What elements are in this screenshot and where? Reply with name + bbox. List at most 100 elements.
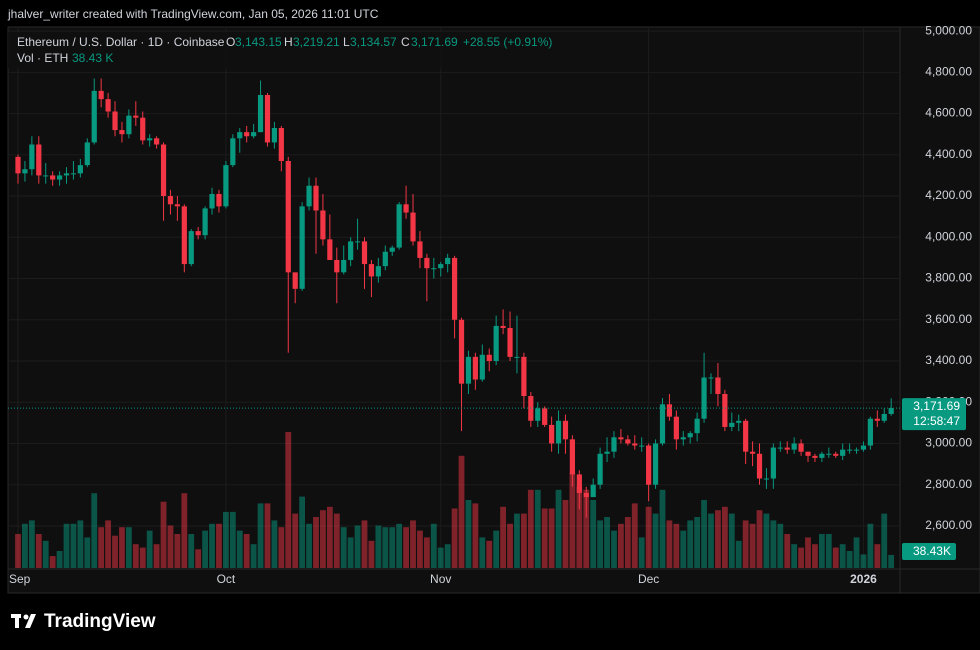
candle-body bbox=[223, 165, 229, 207]
volume-bar bbox=[15, 534, 21, 568]
volume-tag-label: 38.43K bbox=[913, 544, 951, 558]
volume-bar bbox=[735, 540, 742, 568]
y-tick-label: 2,600.00 bbox=[925, 518, 972, 532]
volume-bar bbox=[22, 523, 28, 568]
volume-bar bbox=[410, 520, 416, 568]
volume-bar bbox=[458, 455, 465, 568]
volume-bar bbox=[209, 523, 215, 568]
candle-body bbox=[840, 449, 846, 456]
volume-bar bbox=[340, 527, 347, 568]
volume-bar bbox=[146, 530, 153, 568]
volume-bar bbox=[805, 537, 811, 568]
x-tick-label: 2026 bbox=[850, 572, 877, 586]
volume-bar bbox=[770, 520, 777, 568]
volume-bar bbox=[306, 523, 312, 568]
candle-body bbox=[736, 420, 742, 423]
volume-bar bbox=[174, 534, 181, 568]
volume-bar bbox=[777, 523, 784, 568]
candle-body bbox=[70, 173, 77, 175]
last-price-label: 3,171.69 bbox=[913, 399, 960, 413]
volume-bar bbox=[514, 513, 520, 568]
candle-body bbox=[181, 206, 187, 265]
volume-bar bbox=[701, 500, 707, 568]
candle-body bbox=[535, 408, 541, 421]
volume-bar bbox=[631, 503, 638, 568]
volume-bar bbox=[486, 540, 493, 568]
volume-bar bbox=[756, 510, 763, 568]
volume-bar bbox=[243, 534, 250, 568]
volume-label: Vol · ETH bbox=[17, 51, 68, 65]
candle-body bbox=[140, 117, 146, 141]
x-tick-label: Sep bbox=[9, 572, 31, 586]
candle-body bbox=[202, 208, 208, 236]
volume-bar bbox=[728, 513, 735, 568]
candle-body bbox=[673, 416, 679, 440]
candle-body bbox=[334, 259, 340, 273]
candle-body bbox=[36, 144, 42, 176]
y-tick-label: 5,000.00 bbox=[925, 23, 972, 37]
countdown: 12:58:47 bbox=[913, 414, 960, 428]
volume-bar bbox=[846, 551, 853, 568]
volume-bar bbox=[472, 503, 479, 568]
candle-body bbox=[701, 377, 707, 419]
candle-body bbox=[278, 128, 284, 161]
volume-bar bbox=[250, 544, 257, 568]
volume-bar bbox=[812, 544, 818, 568]
volume-bar bbox=[687, 520, 694, 568]
low-label: L bbox=[343, 35, 350, 49]
volume-bar bbox=[417, 530, 423, 568]
volume-bar bbox=[721, 506, 728, 568]
candle-body bbox=[244, 132, 250, 137]
volume-bar bbox=[35, 534, 42, 568]
candle-body bbox=[646, 445, 652, 485]
volume-bar bbox=[285, 432, 292, 568]
volume-bar bbox=[673, 523, 680, 568]
candle-body bbox=[687, 433, 693, 438]
volume-bar bbox=[333, 513, 340, 568]
candle-body bbox=[403, 204, 409, 213]
volume-bar bbox=[257, 503, 264, 568]
volume-bar bbox=[63, 523, 70, 568]
volume-bar bbox=[77, 520, 84, 568]
candle-body bbox=[542, 408, 548, 425]
volume-bar bbox=[423, 537, 430, 568]
volume-bar bbox=[798, 547, 804, 568]
volume-bar bbox=[91, 493, 98, 568]
volume-bar bbox=[839, 544, 846, 568]
candle-body bbox=[29, 144, 35, 170]
candle-body bbox=[507, 328, 513, 357]
candle-body bbox=[424, 257, 430, 269]
candle-body bbox=[694, 418, 700, 434]
volume-bar bbox=[167, 525, 174, 568]
volume-bar bbox=[153, 544, 160, 568]
symbol: Ethereum / U.S. Dollar · 1D · Coinbase bbox=[17, 35, 225, 49]
candle-body bbox=[451, 257, 458, 320]
volume-bar bbox=[860, 554, 867, 568]
candle-body bbox=[306, 185, 312, 207]
candle-body bbox=[562, 420, 569, 440]
candle-body bbox=[715, 377, 721, 394]
candle-body bbox=[763, 478, 770, 480]
candle-body bbox=[174, 204, 180, 207]
volume-bar bbox=[437, 547, 444, 568]
candle-body bbox=[590, 484, 596, 498]
candle-body bbox=[791, 443, 797, 450]
candle-body bbox=[770, 447, 776, 479]
candle-body bbox=[160, 144, 167, 197]
volume-bar bbox=[119, 527, 125, 568]
candle-body bbox=[784, 447, 790, 450]
volume-bar bbox=[139, 547, 146, 568]
candle-body bbox=[805, 451, 811, 456]
candle-body bbox=[500, 325, 506, 328]
volume-bar bbox=[825, 534, 832, 568]
volume-bar bbox=[853, 537, 860, 568]
candle-body bbox=[583, 492, 589, 498]
volume-bar bbox=[527, 489, 534, 568]
candle-body bbox=[56, 175, 63, 180]
volume-bar bbox=[125, 527, 132, 568]
candle-body bbox=[237, 132, 243, 139]
volume-bar bbox=[56, 551, 63, 568]
volume-bar bbox=[597, 520, 604, 568]
volume-bar bbox=[493, 530, 500, 568]
logo-part bbox=[25, 614, 36, 628]
